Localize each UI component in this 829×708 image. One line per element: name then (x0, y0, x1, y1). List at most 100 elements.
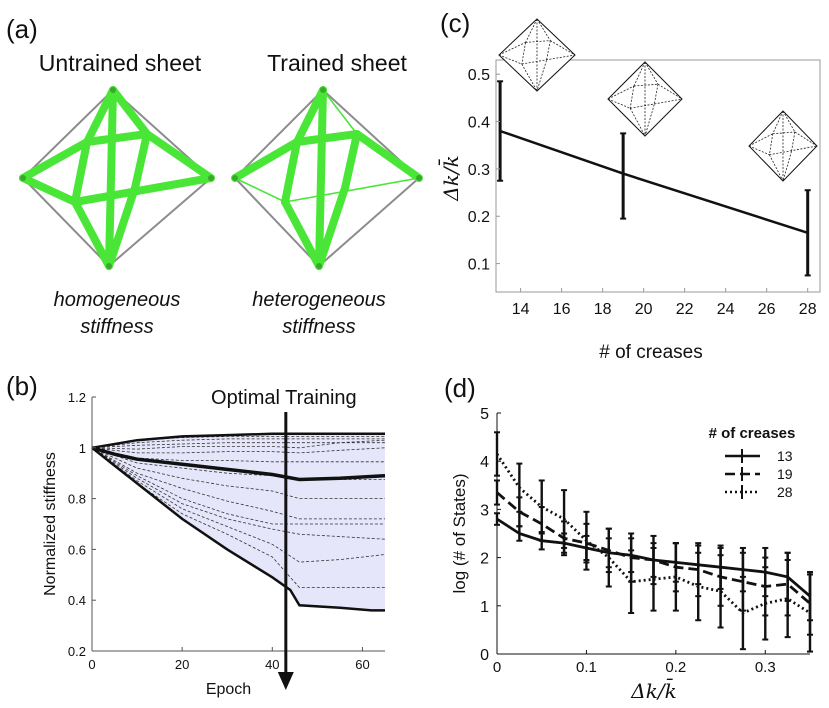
inset-crease (607, 85, 635, 100)
inset-crease (521, 42, 526, 65)
crease-line (322, 89, 358, 135)
y-tick-label: 0.2 (68, 644, 86, 659)
crease-line (71, 174, 215, 206)
crease-line (83, 130, 151, 146)
crease-stiffness-line (91, 447, 385, 525)
x-axis-label: Δk/k̄ (630, 678, 676, 703)
inset-crease (782, 151, 792, 182)
crease-line (281, 198, 323, 270)
y-tick-label: 4 (480, 454, 489, 471)
inset-crease (794, 131, 818, 147)
crease-line (109, 86, 151, 138)
crease-line (105, 184, 139, 270)
panel-a-letter: (a) (6, 14, 38, 44)
x-axis-label: Epoch (206, 681, 251, 698)
panel-b-chart: 0 20 40 60 0.2 0.4 0.6 0.8 1 1.2 Epoch Normalized s… (42, 387, 386, 698)
optimal-training-label: Optimal Training (211, 387, 357, 409)
inset-crease (536, 60, 547, 92)
sheet-vertex (208, 175, 214, 181)
sheet-vertex (416, 175, 422, 181)
crease-stiffness-line (91, 442, 385, 449)
x-tick-label: 60 (355, 657, 369, 672)
inset-crease (782, 110, 796, 133)
crease-line (131, 130, 151, 192)
sheet-vertex (106, 263, 112, 269)
crease-line (71, 198, 113, 270)
x-tick-label: 24 (717, 301, 735, 318)
inset-crease (644, 61, 659, 85)
y-tick-label: 3 (480, 502, 489, 519)
crease-pattern-28-icon (748, 110, 818, 182)
x-tick-label: 22 (676, 301, 694, 318)
crease-line (83, 86, 117, 146)
crease-line (315, 86, 327, 270)
y-tick-label: 2 (480, 551, 489, 568)
lower-envelope-line (91, 446, 385, 612)
inset-crease (769, 133, 774, 155)
x-tick-label: 40 (265, 657, 279, 672)
crease-line (293, 130, 361, 146)
x-axis-label: # of creases (599, 342, 703, 363)
sheet-vertex (316, 263, 322, 269)
inset-crease (550, 40, 576, 56)
legend-label-19: 19 (777, 466, 793, 482)
legend-title: # of creases (709, 425, 796, 442)
trained-sheet-diagram (231, 86, 423, 270)
sheet-vertex (20, 175, 26, 181)
panel-c-letter: (c) (440, 8, 470, 38)
inset-crease (633, 61, 646, 87)
untrained-sheet-diagram (19, 86, 215, 270)
crease-line (19, 138, 91, 182)
x-tick-label: 0.3 (755, 659, 776, 676)
sheet-vertex (320, 87, 326, 93)
mean-stiffness-line (91, 446, 386, 482)
inset-crease (521, 54, 576, 65)
upper-envelope-line (91, 432, 385, 450)
x-tick-label: 14 (512, 301, 530, 318)
y-tick-label: 0.1 (468, 257, 490, 274)
sheet-vertex (232, 175, 238, 181)
inset-crease (525, 18, 538, 43)
y-tick-label: 0 (480, 647, 489, 664)
inset-crease (629, 85, 635, 109)
inset-crease (629, 108, 646, 137)
x-tick-label: 0.1 (576, 659, 597, 676)
x-tick-label: 0 (493, 659, 501, 676)
crease-line (19, 174, 79, 206)
inset-crease (657, 83, 683, 100)
crease-line (105, 86, 117, 270)
y-axis-label: Δk/k̄ (438, 155, 463, 201)
y-tick-label: 1 (79, 441, 86, 456)
crease-pattern-19-icon (607, 61, 683, 137)
inset-crease (525, 40, 551, 43)
inset-crease (769, 145, 818, 156)
inset-crease (772, 110, 784, 134)
homogeneous-caption-line2: stiffness (80, 316, 153, 338)
crease-line (293, 86, 327, 146)
crease-stiffness-line (91, 447, 385, 500)
plot-frame (495, 59, 821, 293)
y-tick-label: 0.2 (468, 209, 490, 226)
crease-line (315, 184, 349, 270)
crease-line (284, 177, 420, 203)
panel-c-chart: 14 16 18 20 22 24 26 28 0.1 0.2 0.3 0.4 0.5 # of crea… (438, 18, 821, 363)
heterogeneous-caption-line2: stiffness (282, 316, 355, 338)
inset-crease (607, 98, 631, 109)
x-tick-label: 0.2 (665, 659, 686, 676)
inset-crease (498, 42, 526, 56)
legend: # of creases 13 19 28 (709, 425, 796, 500)
x-tick-label: 18 (594, 301, 612, 318)
inset-crease (521, 63, 538, 92)
y-tick-label: 0.5 (468, 67, 490, 84)
homogeneous-caption-line1: homogeneous (54, 289, 181, 311)
crease-line (71, 138, 91, 206)
crease-line (234, 177, 286, 203)
y-tick-label: 0.3 (468, 162, 490, 179)
inset-crease (630, 98, 683, 109)
panel-b-letter: (b) (6, 371, 38, 401)
crease-stiffness-line (91, 447, 386, 540)
optimal-training-arrowhead (277, 672, 294, 690)
crease-stiffness-line (91, 447, 386, 454)
inset-crease (748, 133, 773, 147)
